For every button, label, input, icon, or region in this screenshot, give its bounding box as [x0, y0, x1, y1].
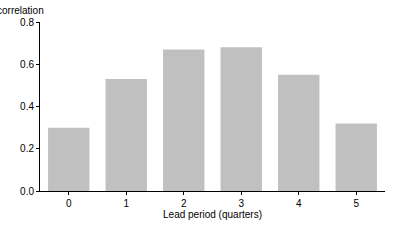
svg-text:Lead period (quarters): Lead period (quarters) [163, 209, 262, 220]
svg-text:3: 3 [238, 198, 244, 209]
svg-text:0.6: 0.6 [20, 59, 34, 70]
svg-text:0.4: 0.4 [20, 101, 34, 112]
svg-text:0.2: 0.2 [20, 143, 34, 154]
svg-text:1: 1 [123, 198, 129, 209]
svg-text:4: 4 [296, 198, 302, 209]
svg-text:0.0: 0.0 [20, 186, 34, 197]
svg-text:0.8: 0.8 [20, 17, 34, 28]
svg-text:5: 5 [353, 198, 359, 209]
svg-text:correlation: correlation [0, 5, 44, 16]
svg-text:2: 2 [181, 198, 187, 209]
svg-text:0: 0 [66, 198, 72, 209]
